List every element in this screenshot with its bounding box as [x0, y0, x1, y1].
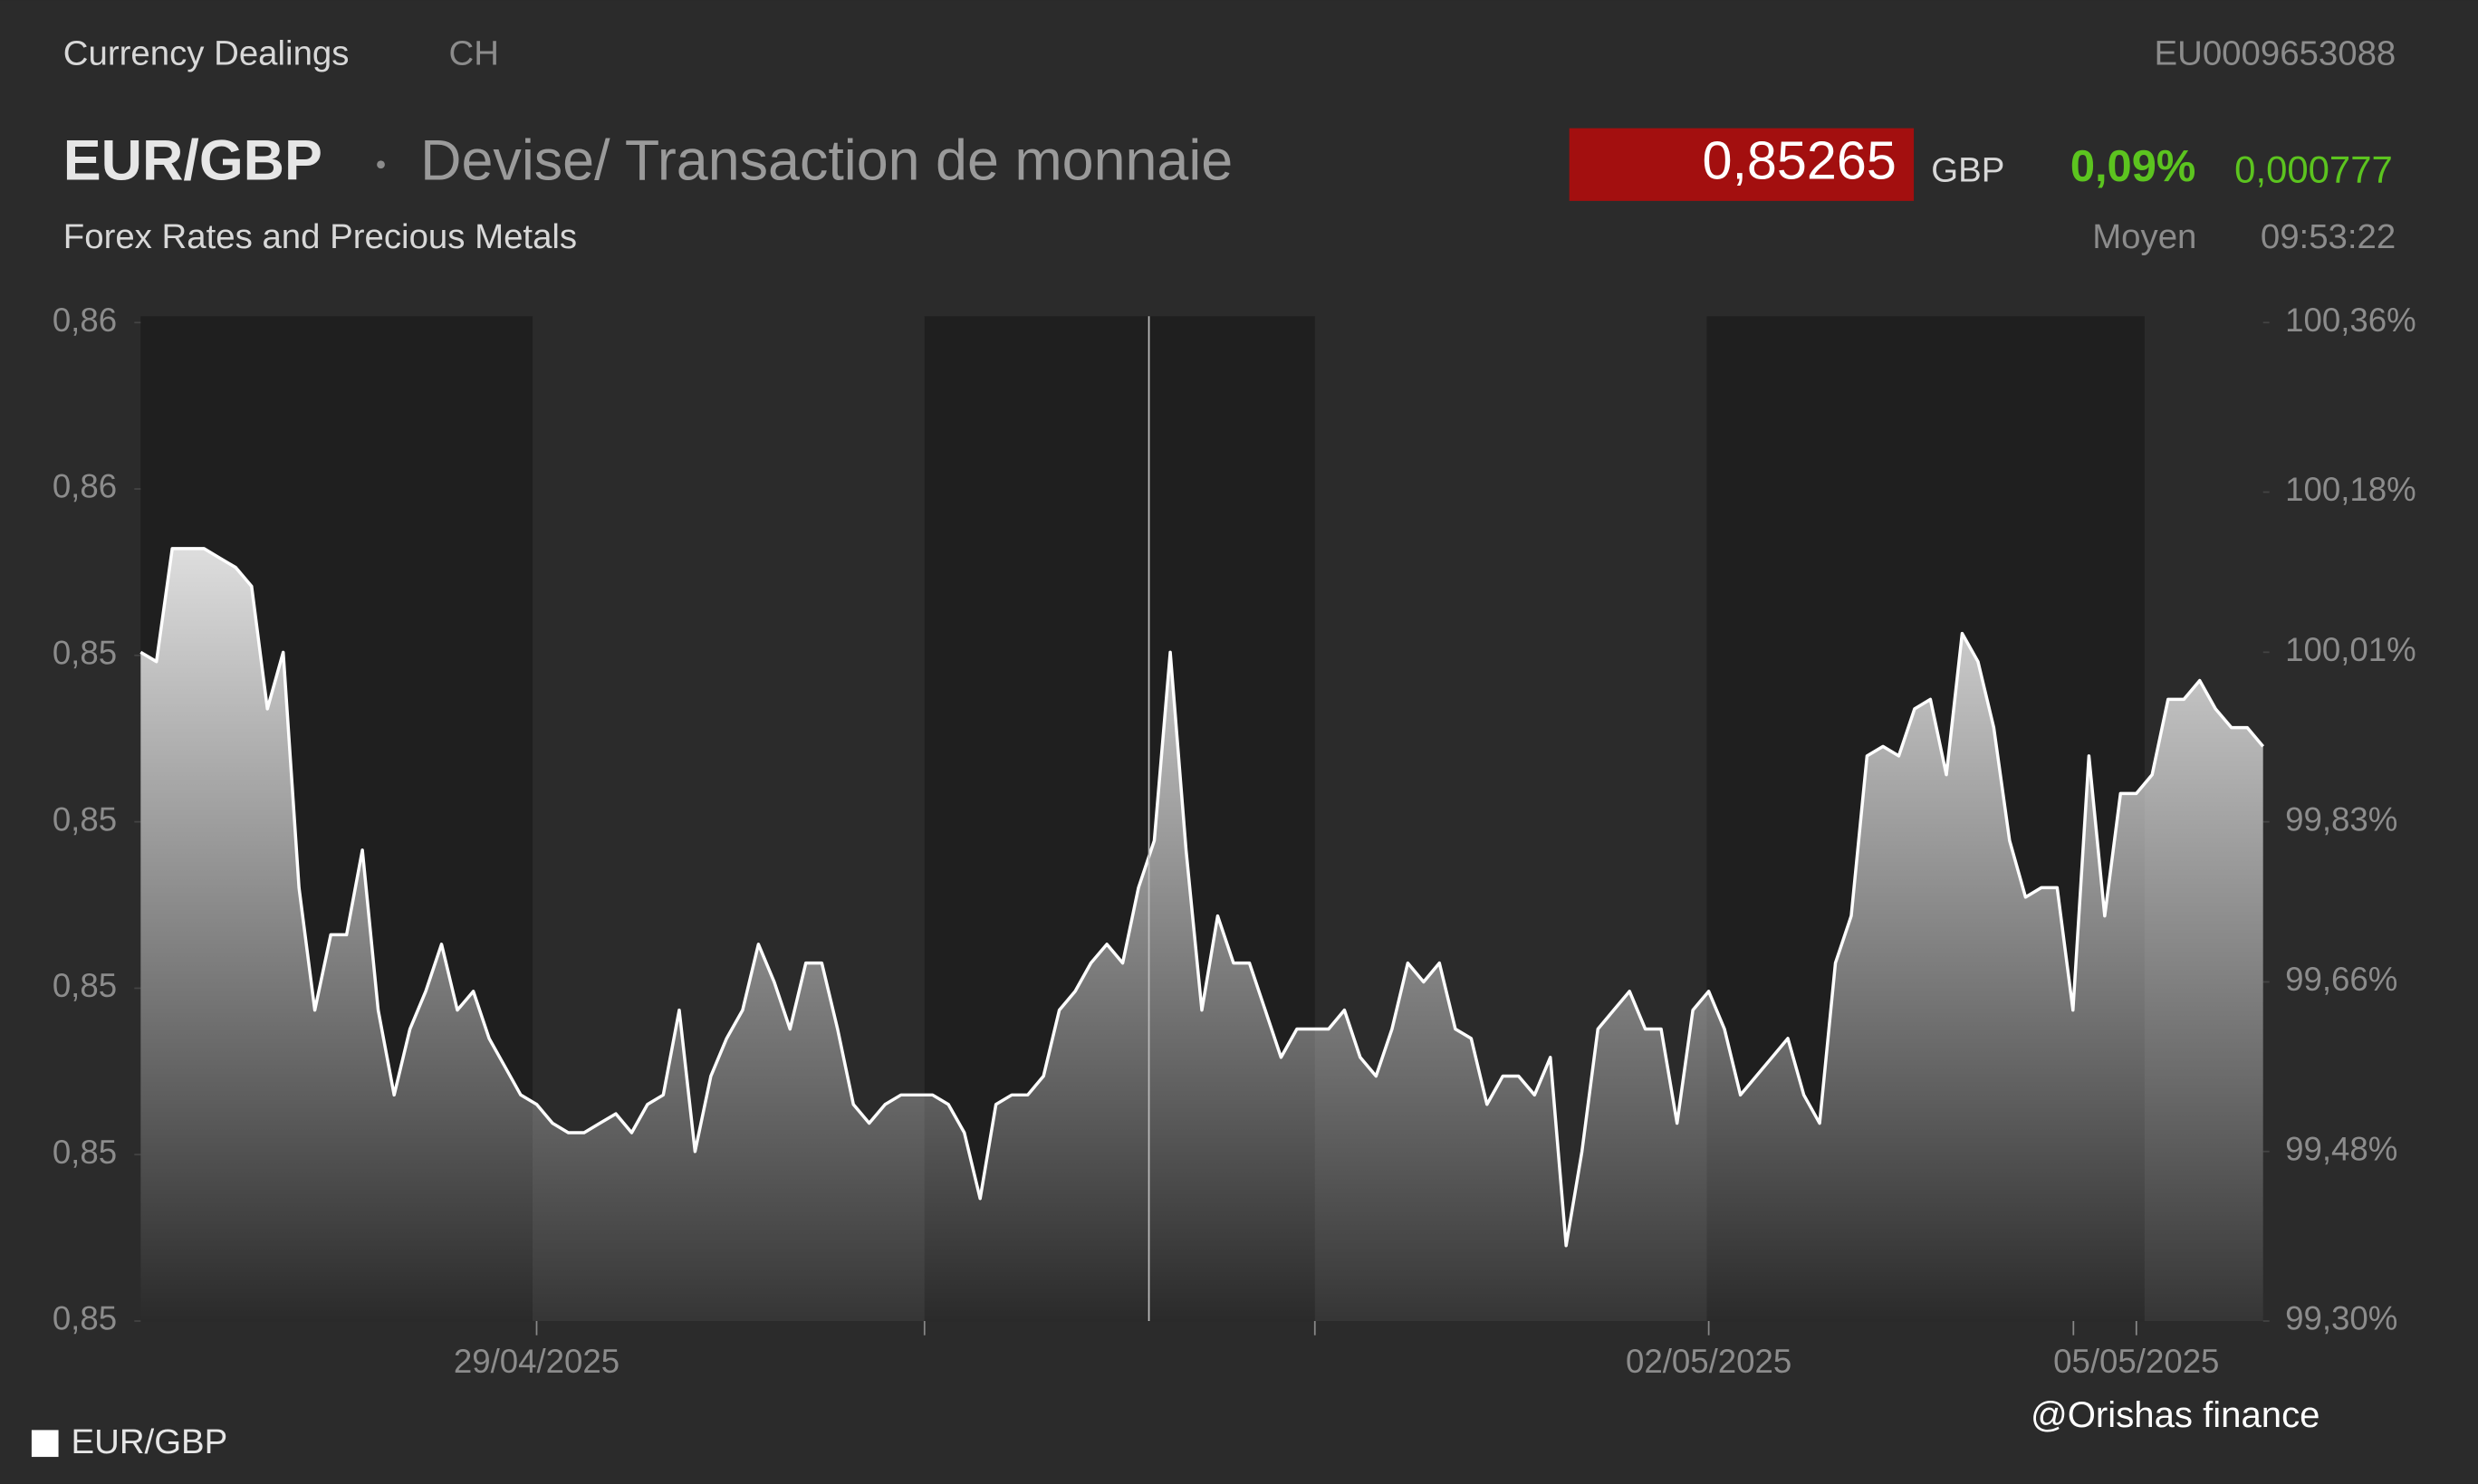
y2-tick-label: 100,01% — [2285, 631, 2416, 668]
y2-tick-label: 99,48% — [2285, 1130, 2397, 1167]
price: 0,85265 — [1702, 129, 1896, 190]
symbol: EUR/GBP — [63, 129, 322, 192]
source: Currency Dealings — [63, 34, 350, 72]
y2-tick-label: 99,30% — [2285, 1300, 2397, 1337]
y2-tick-label: 100,36% — [2285, 302, 2416, 339]
separator — [377, 160, 385, 169]
y2-tick-label: 100,18% — [2285, 471, 2416, 508]
area — [140, 548, 2263, 1322]
currency: GBP — [1931, 151, 2004, 190]
plot — [134, 321, 2270, 1322]
price-type: Moyen — [2092, 217, 2196, 256]
y-tick-label: 0,85 — [53, 800, 117, 838]
isin: EU0009653088 — [2155, 34, 2396, 72]
line — [139, 547, 2265, 1248]
y2-tick-label: 99,83% — [2285, 800, 2397, 838]
y-tick-label: 0,85 — [53, 967, 117, 1004]
country: CH — [449, 34, 499, 72]
time: 09:53:22 — [2261, 217, 2396, 256]
price-box — [1569, 128, 1915, 201]
x-tick-label: 29/04/2025 — [454, 1343, 620, 1380]
subtitle: Forex Rates and Precious Metals — [63, 217, 577, 256]
change-pct: 0,09% — [2070, 142, 2196, 191]
y-tick-label: 0,86 — [53, 302, 117, 339]
y-tick-label: 0,85 — [53, 1134, 117, 1171]
x-tick-label: 02/05/2025 — [1626, 1343, 1791, 1380]
legend-label: EUR/GBP — [72, 1422, 228, 1461]
change-abs: 0,000777 — [2234, 148, 2393, 191]
description: Devise/ Transaction de monnaie — [420, 129, 1233, 192]
y-tick-label: 0,85 — [53, 634, 117, 671]
legend-swatch — [31, 1430, 59, 1458]
watermark: @Orishas finance — [2031, 1394, 2320, 1435]
y2-tick-label: 99,66% — [2285, 961, 2397, 998]
y-tick-label: 0,85 — [53, 1300, 117, 1337]
y-tick-label: 0,86 — [53, 468, 117, 505]
x-tick-label: 05/05/2025 — [2053, 1343, 2219, 1380]
